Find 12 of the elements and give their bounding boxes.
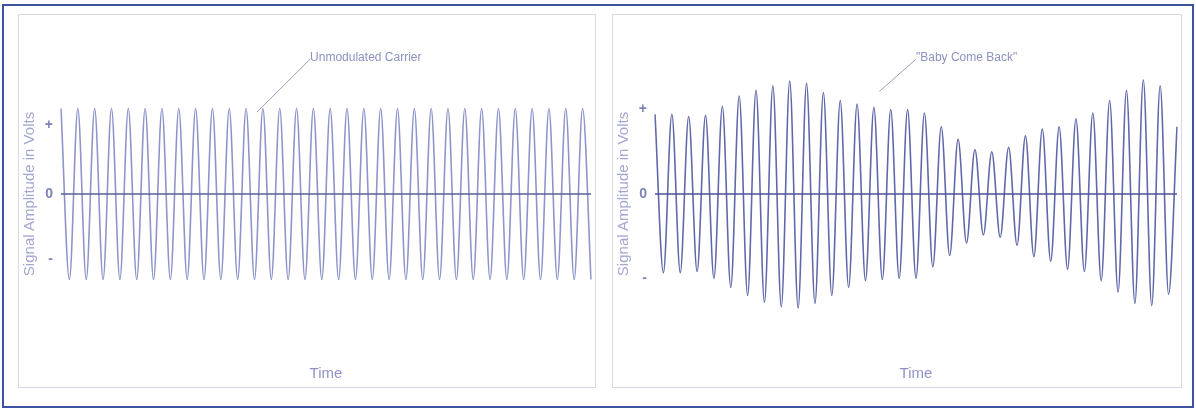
text: + (44, 116, 53, 133)
text: 0 (639, 184, 648, 201)
text: - (642, 269, 648, 286)
text: + (638, 100, 647, 117)
text: 0 (45, 184, 54, 201)
x-axis-title: Time (899, 364, 933, 382)
text: Unmodulated Carrier (310, 49, 422, 64)
text: "Baby Come Back" (916, 49, 1018, 64)
y-axis-title: Signal Amplitude in Volts (614, 111, 632, 277)
y-axis-title: Signal Amplitude in Volts (20, 111, 38, 277)
text: - (48, 249, 54, 266)
x-axis-title: Time (309, 364, 343, 382)
